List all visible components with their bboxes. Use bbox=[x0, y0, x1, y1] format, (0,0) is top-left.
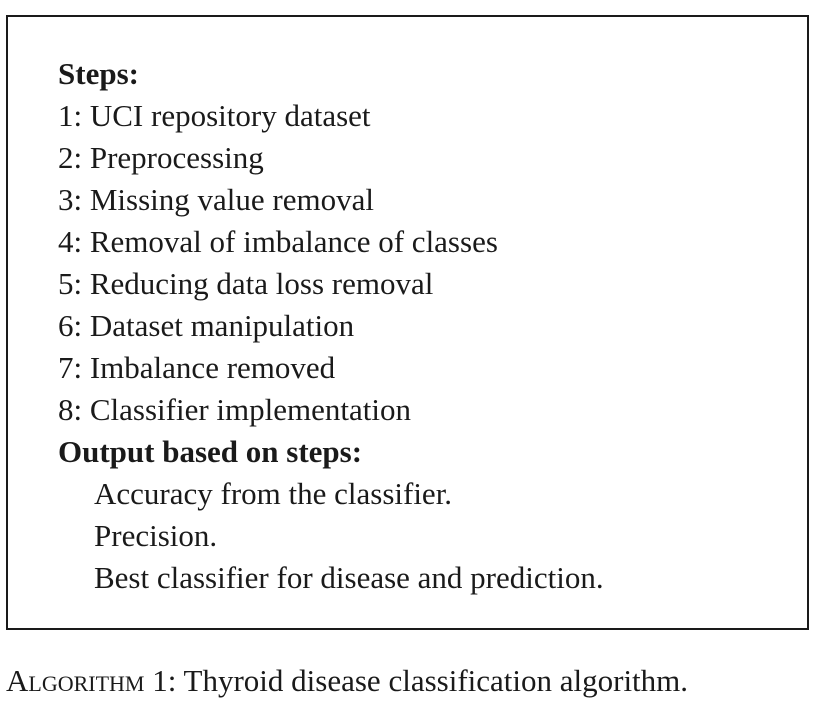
caption-text: : Thyroid disease classification algorit… bbox=[167, 663, 689, 698]
output-heading: Output based on steps: bbox=[58, 434, 363, 469]
algorithm-caption: Algorithm 1: Thyroid disease classificat… bbox=[6, 662, 688, 700]
step-item: 5: Reducing data loss removal bbox=[58, 266, 434, 301]
output-item: Best classifier for disease and predicti… bbox=[94, 560, 604, 595]
caption-label: Algorithm 1 bbox=[6, 663, 168, 698]
steps-heading: Steps: bbox=[58, 56, 139, 91]
step-item: 3: Missing value removal bbox=[58, 182, 374, 217]
algorithm-content: Steps: 1: UCI repository dataset 2: Prep… bbox=[58, 53, 787, 599]
output-item: Accuracy from the classifier. bbox=[94, 476, 453, 511]
step-item: 4: Removal of imbalance of classes bbox=[58, 224, 498, 259]
step-item: 8: Classifier implementation bbox=[58, 392, 411, 427]
step-item: 6: Dataset manipulation bbox=[58, 308, 355, 343]
step-item: 1: UCI repository dataset bbox=[58, 98, 371, 133]
output-item: Precision. bbox=[94, 518, 218, 553]
step-item: 2: Preprocessing bbox=[58, 140, 264, 175]
step-item: 7: Imbalance removed bbox=[58, 350, 336, 385]
algorithm-box: Steps: 1: UCI repository dataset 2: Prep… bbox=[6, 15, 809, 630]
